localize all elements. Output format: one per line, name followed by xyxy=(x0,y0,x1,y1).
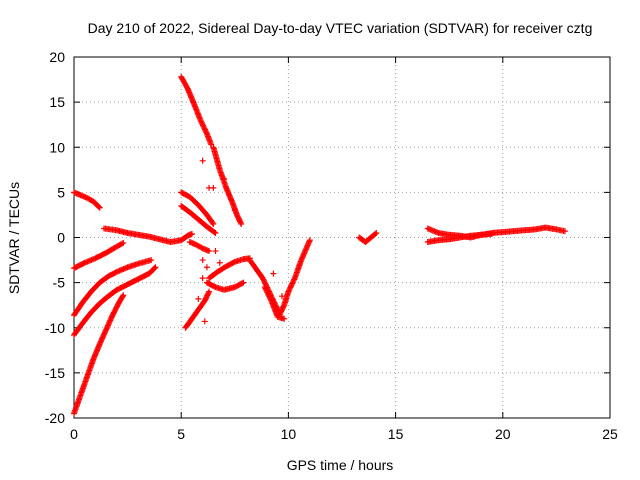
data-point xyxy=(236,216,243,223)
data-point xyxy=(289,279,296,286)
data-point xyxy=(489,230,496,237)
data-point xyxy=(206,288,213,295)
data-point xyxy=(231,207,238,214)
data-point xyxy=(201,126,208,133)
data-point xyxy=(263,286,270,293)
data-point xyxy=(212,248,219,255)
data-point xyxy=(211,283,218,290)
y-tick-label: 5 xyxy=(57,184,65,200)
x-tick-label: 20 xyxy=(495,426,511,442)
data-point xyxy=(212,229,219,236)
data-point xyxy=(263,288,270,295)
data-point xyxy=(210,220,217,227)
data-point xyxy=(291,276,298,283)
x-tick-label: 10 xyxy=(281,426,297,442)
x-tick-label: 5 xyxy=(177,426,185,442)
data-point xyxy=(201,125,208,132)
data-point xyxy=(200,122,207,129)
data-point xyxy=(120,239,127,246)
data-point xyxy=(306,237,313,244)
data-point xyxy=(203,129,210,136)
data-point xyxy=(198,119,205,126)
data-point xyxy=(197,117,204,124)
data-point xyxy=(120,292,127,299)
data-point xyxy=(201,318,208,325)
data-point xyxy=(199,157,206,164)
data-point xyxy=(230,259,237,266)
data-point xyxy=(265,290,272,297)
data-point xyxy=(211,229,218,236)
data-point xyxy=(206,248,213,255)
data-point xyxy=(221,175,228,182)
data-point xyxy=(203,264,210,271)
y-tick-label: -15 xyxy=(45,365,65,381)
grid xyxy=(74,57,610,418)
data-point xyxy=(280,303,287,310)
data-point xyxy=(95,203,102,210)
data-point xyxy=(289,280,296,287)
data-point xyxy=(210,184,217,191)
axis-ticks: 0 5 10 15 20 25 -20 -15 -10 -5 0 5 10 15 20 xyxy=(45,49,618,442)
y-axis-label: SDTVAR / TECUs xyxy=(6,182,22,294)
data-point xyxy=(261,284,268,291)
data-point xyxy=(285,288,292,295)
data-point xyxy=(281,315,288,322)
data-point xyxy=(286,285,293,292)
data-point xyxy=(148,257,155,264)
data-point xyxy=(188,230,195,237)
data-point xyxy=(119,293,126,300)
chart-title: Day 210 of 2022, Sidereal Day-to-day VTE… xyxy=(88,20,593,36)
data-point xyxy=(237,219,244,226)
data-point xyxy=(198,118,205,125)
x-tick-label: 15 xyxy=(388,426,404,442)
data-point xyxy=(288,281,295,288)
data-point xyxy=(260,276,267,283)
data-point xyxy=(266,293,273,300)
data-points xyxy=(71,73,568,417)
data-point xyxy=(205,289,212,296)
data-point xyxy=(373,229,380,236)
data-point xyxy=(240,279,247,286)
data-point xyxy=(287,283,294,290)
y-tick-label: -5 xyxy=(53,275,66,291)
data-point xyxy=(264,289,271,296)
data-point xyxy=(239,280,246,287)
data-point xyxy=(267,296,274,303)
y-tick-label: 10 xyxy=(49,139,65,155)
data-point xyxy=(151,265,158,272)
data-point xyxy=(195,295,202,302)
data-point xyxy=(372,230,379,237)
data-point xyxy=(200,123,207,130)
x-axis-label: GPS time / hours xyxy=(287,457,394,473)
data-point xyxy=(260,277,267,284)
data-point xyxy=(209,219,216,226)
data-point xyxy=(259,275,266,282)
data-point xyxy=(199,257,206,264)
data-point xyxy=(278,293,285,300)
data-point xyxy=(287,284,294,291)
y-tick-label: 0 xyxy=(57,230,65,246)
data-point xyxy=(266,294,273,301)
data-point xyxy=(561,228,568,235)
y-tick-label: -10 xyxy=(45,320,65,336)
data-point xyxy=(96,204,103,211)
data-point xyxy=(270,270,277,277)
data-point xyxy=(286,287,293,294)
data-point xyxy=(238,220,245,227)
data-point xyxy=(262,285,269,292)
data-point xyxy=(265,292,272,299)
y-tick-label: 20 xyxy=(49,49,65,65)
y-tick-label: 15 xyxy=(49,94,65,110)
data-point xyxy=(119,240,126,247)
data-point xyxy=(216,259,223,266)
y-tick-label: -20 xyxy=(45,410,65,426)
data-point xyxy=(199,275,206,282)
x-tick-label: 0 xyxy=(70,426,78,442)
x-tick-label: 25 xyxy=(602,426,618,442)
data-point xyxy=(152,264,159,271)
data-point xyxy=(290,277,297,284)
data-point xyxy=(202,128,209,135)
data-point xyxy=(199,121,206,128)
